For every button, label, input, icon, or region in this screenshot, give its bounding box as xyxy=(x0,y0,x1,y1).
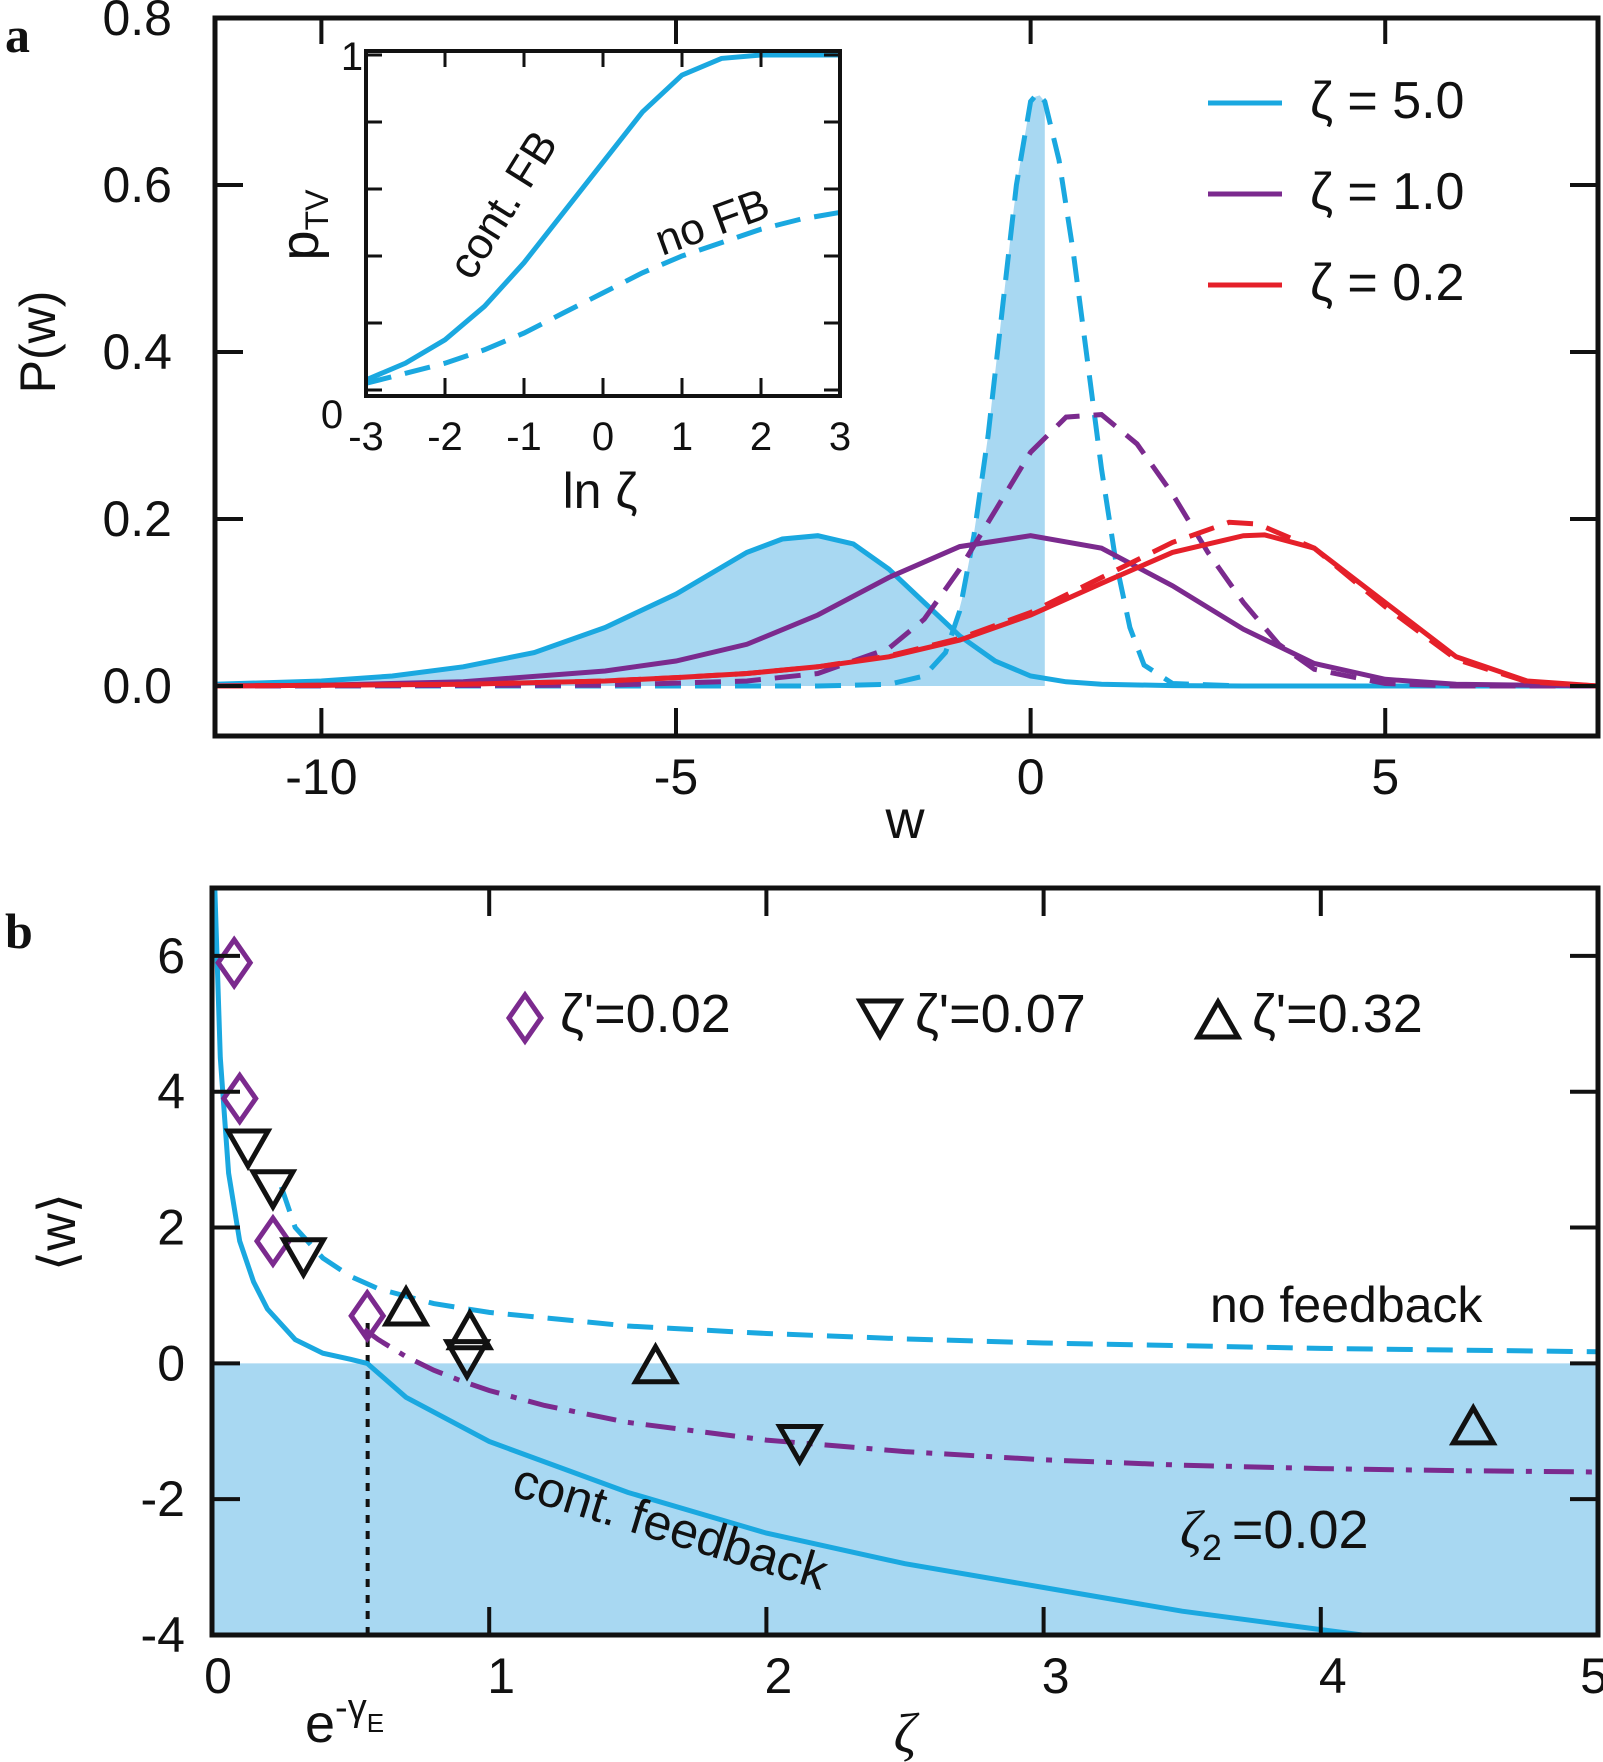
marker-diamond-0 xyxy=(218,940,250,986)
legend-label-zeta-prime-0-32: ζ'=0.32 xyxy=(1252,984,1423,1044)
marker-diamond-1 xyxy=(224,1076,256,1122)
panel-b-y-axis-label-text: ⟨w⟩ xyxy=(29,1193,87,1271)
inset-xtick-label-2: -1 xyxy=(506,415,542,459)
a-ytick-label-3: 0.6 xyxy=(102,157,172,213)
b-ytick-label-2: 0 xyxy=(157,1335,185,1391)
panel-b-y-axis-label: ⟨w⟩ xyxy=(29,1193,87,1271)
a-xtick-label-1: -5 xyxy=(654,749,698,805)
b-ytick-label-4: 4 xyxy=(157,1064,185,1120)
special-tick-base: e xyxy=(305,1694,335,1754)
legend-marker-diamond xyxy=(509,995,541,1041)
inset-y-axis-label-text: p xyxy=(270,230,330,260)
inset-x-axis-label-text: ln ζ xyxy=(563,463,638,519)
panel-a-y-axis-label: P(w) xyxy=(10,291,66,394)
inset-xtick-label-0: -3 xyxy=(348,415,384,459)
special-tick-sub: E xyxy=(367,1708,384,1738)
b-ytick-label-3: 2 xyxy=(157,1200,185,1256)
svg-text:pTV: pTV xyxy=(270,189,335,261)
panel-a-inset: -3 -2 -1 0 1 2 3 1 0 ln ζ pTV cont. FB no FB xyxy=(270,35,851,519)
inset-ytick-1: 1 xyxy=(341,35,363,79)
a-ytick-label-2: 0.4 xyxy=(102,324,172,380)
panel-b-legend: ζ'=0.02 ζ'=0.07 ζ'=0.32 xyxy=(509,984,1423,1044)
inset-y-axis-label: pTV xyxy=(270,189,335,261)
inset-xtick-label-6: 3 xyxy=(829,415,851,459)
a-xtick-label-2: 0 xyxy=(1017,749,1045,805)
panel-a: a -10 -5 0 50.00.20.40.60.8 P(w) w ζ = 5.0 … xyxy=(5,0,1598,850)
b-xtick-label-3: 3 xyxy=(1042,1648,1070,1704)
a-ytick-label-1: 0.2 xyxy=(102,491,172,547)
b-xtick-label-5: 5 xyxy=(1580,1648,1603,1704)
a-ytick-label-4: 0.8 xyxy=(102,0,172,46)
annotation-no-feedback: no feedback xyxy=(1210,1277,1483,1333)
b-ytick-label-1: -2 xyxy=(141,1471,185,1527)
legend-label-zeta-prime-0-07: ζ'=0.07 xyxy=(915,984,1086,1044)
inset-xtick-label-4: 1 xyxy=(671,415,693,459)
legend-label-zeta-5: ζ = 5.0 xyxy=(1310,72,1464,130)
panel-a-letter: a xyxy=(5,7,30,63)
legend-marker-triangle-down xyxy=(860,1001,900,1036)
b-xtick-label-0: 0 xyxy=(204,1648,232,1704)
legend-label-zeta-0-2: ζ = 0.2 xyxy=(1310,254,1464,312)
a-ytick-label-0: 0.0 xyxy=(102,658,172,714)
panel-a-legend: ζ = 5.0 ζ = 1.0 ζ = 0.2 xyxy=(1208,72,1464,312)
b-ytick-label-0: -4 xyxy=(141,1607,185,1663)
a-xtick-label-3: 5 xyxy=(1371,749,1399,805)
inset-y-axis-label-sub: TV xyxy=(299,189,335,231)
legend-marker-triangle-up xyxy=(1198,1002,1238,1037)
legend-label-zeta-1: ζ = 1.0 xyxy=(1310,163,1464,221)
inset-x-axis-label: ln ζ xyxy=(563,463,638,519)
special-tick-sup: -γ xyxy=(335,1687,367,1729)
legend-label-zeta-prime-0-02: ζ'=0.02 xyxy=(560,984,731,1044)
panel-b-shaded-area xyxy=(212,1323,1598,1635)
b-ytick-label-5: 6 xyxy=(157,928,185,984)
panel-a-x-axis-label: w xyxy=(885,790,926,850)
panel-b-x-axis-label: ζ xyxy=(894,1703,920,1762)
inset-ytick-0: 0 xyxy=(321,393,343,437)
inset-xtick-label-5: 2 xyxy=(750,415,772,459)
inset-xtick-label-1: -2 xyxy=(427,415,463,459)
special-tick-label: e-γE xyxy=(305,1687,384,1754)
b-xtick-label-4: 4 xyxy=(1319,1648,1347,1704)
b-xtick-label-2: 2 xyxy=(764,1648,792,1704)
b-xtick-label-1: 1 xyxy=(487,1648,515,1704)
panel-b: b 0 1 2 3 4 5 -4 -2 0 2 4 6 ⟨w⟩ ζ e-γE ζ'=0.02 ζ'=0… xyxy=(5,888,1603,1762)
a-xtick-label-0: -10 xyxy=(285,749,357,805)
marker-triangle-down-2 xyxy=(283,1240,323,1275)
marker-triangle-down-0 xyxy=(228,1131,268,1166)
inset-xtick-label-3: 0 xyxy=(592,415,614,459)
panel-b-letter: b xyxy=(5,903,33,959)
annotation-zeta2-sub: 2 xyxy=(1202,1527,1222,1568)
annotation-zeta2-value: =0.02 xyxy=(1232,1500,1369,1560)
